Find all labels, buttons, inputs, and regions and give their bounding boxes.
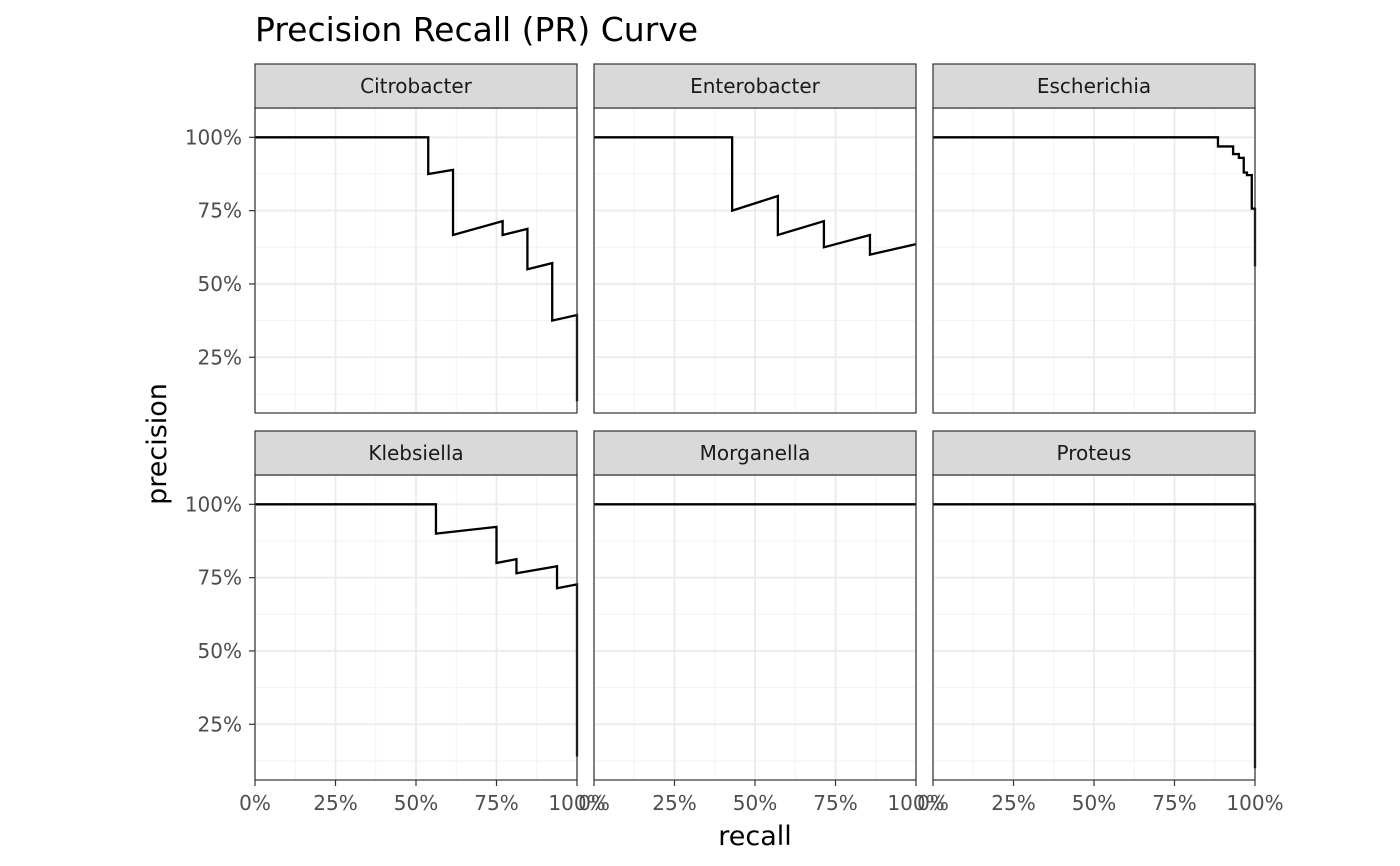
x-tick-label: 100% [887, 791, 944, 815]
pr-curve-line-enterobacter [594, 136, 917, 257]
y-axis-title: precision [142, 383, 173, 505]
facet-strip [254, 63, 578, 109]
x-axis-title: recall [718, 821, 792, 852]
facet-strip-label: Enterobacter [690, 74, 821, 98]
facet-strip-label: Klebsiella [368, 441, 463, 465]
facet-panel-citrobacter: Citrobacter 25% 50% 75% 100% [185, 63, 579, 414]
pr-curve-line-klebsiella [255, 503, 579, 757]
facet-strip [932, 430, 1256, 476]
facet-panel-klebsiella: Klebsiella 25% 50% 75% 100% 0% 25% 50% 75% 100% [185, 430, 606, 815]
x-tick-label: 50% [394, 791, 438, 815]
x-tick-label: 50% [733, 791, 777, 815]
x-tick-label: 50% [1072, 791, 1116, 815]
x-tick-label: 75% [1152, 791, 1196, 815]
y-tick-label: 25% [198, 712, 242, 736]
x-tick-label: 75% [474, 791, 518, 815]
y-tick-label: 50% [198, 272, 242, 296]
x-tick-label: 25% [991, 791, 1035, 815]
facet-strip [932, 63, 1256, 109]
facet-strip [593, 430, 917, 476]
y-tick-label: 75% [198, 199, 242, 223]
y-tick-label: 100% [185, 492, 242, 516]
x-tick-label: 25% [652, 791, 696, 815]
facet-panel-morganella: Morganella 0% 25% 50% 75% 100% [578, 430, 945, 815]
chart-title: Precision Recall (PR) Curve [255, 10, 698, 49]
facet-panel-enterobacter: Enterobacter [593, 63, 917, 414]
facet-strip-label: Proteus [1057, 441, 1132, 465]
x-tick-label: 100% [548, 791, 605, 815]
x-tick-label: 75% [813, 791, 857, 815]
pr-curve-line-citrobacter [255, 136, 579, 402]
facet-panel-proteus: Proteus 0% 25% 50% 75% 100% [917, 430, 1284, 815]
pr-curve-line-escherichia [933, 136, 1257, 267]
facet-panel-escherichia: Escherichia [932, 63, 1257, 414]
facet-panels: Citrobacter 25% 50% 75% 100% Enterobacter Esch… [185, 63, 1284, 815]
y-tick-label: 75% [198, 566, 242, 590]
facet-strip-label: Escherichia [1037, 74, 1151, 98]
x-tick-label: 100% [1226, 791, 1283, 815]
x-tick-label: 0% [578, 791, 610, 815]
facet-strip-label: Morganella [700, 441, 811, 465]
facet-strip [593, 63, 917, 109]
x-tick-label: 0% [917, 791, 949, 815]
x-tick-label: 25% [313, 791, 357, 815]
y-tick-label: 100% [185, 125, 242, 149]
y-tick-label: 50% [198, 639, 242, 663]
facet-strip [254, 430, 578, 476]
y-tick-label: 25% [198, 345, 242, 369]
facet-strip-label: Citrobacter [360, 74, 472, 98]
x-tick-label: 0% [239, 791, 271, 815]
